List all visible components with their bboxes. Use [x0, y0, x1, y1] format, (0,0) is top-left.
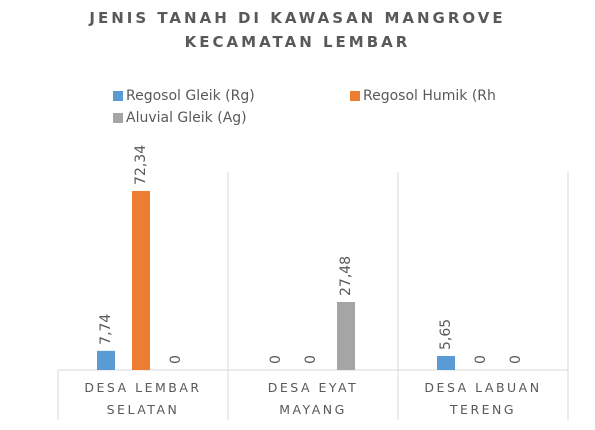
chart-title: JENIS TANAH DI KAWASAN MANGROVE KECAMATA… [89, 9, 506, 51]
bar [437, 356, 455, 370]
data-label: 0 [303, 355, 319, 364]
legend-swatch [113, 91, 123, 101]
legend-label: Regosol Humik (Rh [363, 88, 496, 104]
bar [97, 350, 115, 370]
x-tick-label-box: DESA LABUAN TERENG [424, 380, 542, 417]
data-label: 7,74 [98, 314, 114, 345]
legend-swatch [113, 113, 123, 123]
chart-title-box: JENIS TANAH DI KAWASAN MANGROVE KECAMATA… [89, 9, 506, 51]
data-label: 72,34 [133, 145, 149, 185]
legend-swatch [350, 91, 360, 101]
x-tick-label: DESA LEMBAR SELATAN [84, 380, 202, 417]
data-label: 0 [168, 355, 184, 364]
data-label: 0 [508, 355, 524, 364]
legend-label: Regosol Gleik (Rg) [126, 88, 255, 104]
data-label: 0 [268, 355, 284, 364]
x-tick-label: DESA EYAT MAYANG [267, 380, 359, 417]
data-label: 5,65 [438, 319, 454, 350]
x-tick-label-box: DESA LEMBAR SELATAN [84, 380, 202, 417]
x-tick-label-box: DESA EYAT MAYANG [267, 380, 359, 417]
data-label: 0 [473, 355, 489, 364]
legend-label: Aluvial Gleik (Ag) [126, 110, 247, 126]
bar [337, 301, 355, 370]
bar [132, 190, 150, 370]
data-label: 27,48 [338, 256, 354, 296]
x-tick-label: DESA LABUAN TERENG [424, 380, 542, 417]
